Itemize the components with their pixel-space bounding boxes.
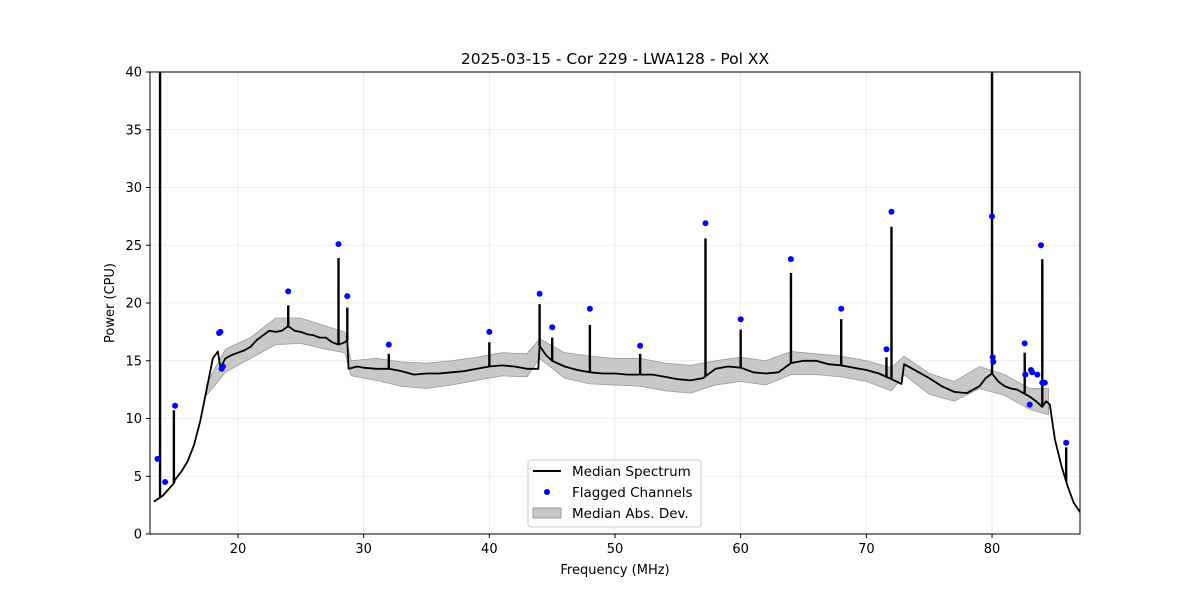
y-tick-label: 25 — [125, 239, 142, 254]
flagged-channel-point — [1038, 242, 1044, 249]
x-axis-title: Frequency (MHz) — [560, 563, 669, 578]
x-tick-label: 70 — [858, 542, 875, 557]
legend-label-median: Median Spectrum — [572, 464, 691, 480]
y-tick-label: 30 — [125, 181, 142, 196]
y-tick-label: 5 — [134, 470, 142, 485]
flagged-channel-point — [219, 363, 226, 370]
flagged-channel-point — [486, 328, 493, 335]
legend-label-mad: Median Abs. Dev. — [572, 506, 689, 522]
chart-title: 2025-03-15 - Cor 229 - LWA128 - Pol XX — [461, 50, 770, 68]
flagged-channel-point — [1041, 379, 1048, 386]
flagged-channel-point — [990, 358, 997, 365]
plot-content — [153, 72, 1080, 513]
flagged-channel-point — [172, 402, 179, 409]
flagged-channel-point — [549, 324, 556, 331]
flagged-channel-point — [989, 213, 995, 220]
axis-ticks: 20 30 40 50 60 70 80 0 5 10 15 20 25 30 35 40 — [125, 66, 1000, 558]
flagged-channel-point — [702, 220, 709, 227]
y-tick-label: 40 — [125, 66, 142, 81]
flagged-channel-point — [586, 305, 593, 312]
flagged-channel-point — [1026, 401, 1033, 408]
plot-area — [153, 72, 1080, 513]
flagged-channel-point — [154, 455, 161, 462]
x-tick-label: 50 — [607, 542, 624, 557]
y-tick-label: 20 — [125, 297, 142, 312]
y-tick-label: 0 — [134, 528, 142, 543]
y-axis-title: Power (CPU) — [103, 263, 118, 343]
flagged-channel-point — [217, 328, 224, 335]
x-tick-label: 20 — [230, 542, 247, 557]
flagged-channel-point — [1029, 369, 1036, 376]
flagged-channel-point — [1063, 439, 1070, 446]
x-tick-label: 60 — [732, 542, 749, 557]
flagged-channel-point — [989, 354, 996, 361]
x-tick-label: 40 — [481, 542, 498, 557]
flagged-channel-point — [385, 341, 392, 348]
flagged-channel-point — [1021, 340, 1028, 347]
legend-band-swatch — [532, 507, 562, 519]
flagged-channel-point — [1034, 371, 1041, 378]
x-tick-label: 80 — [984, 542, 1001, 557]
legend-label-flagged: Flagged Channels — [572, 485, 693, 501]
y-tick-label: 35 — [125, 123, 142, 138]
median-spectrum-line — [153, 325, 1080, 513]
flagged-channel-point — [335, 241, 342, 248]
y-tick-label: 15 — [125, 354, 142, 369]
flagged-channel-point — [787, 256, 794, 263]
legend: Median Spectrum Flagged Channels Median … — [527, 459, 702, 528]
flagged-channel-point — [162, 479, 169, 485]
flagged-channel-point — [838, 305, 845, 312]
legend-dot-swatch — [544, 489, 550, 495]
flagged-channel-point — [637, 342, 644, 349]
flagged-channel-point — [285, 288, 292, 295]
grid — [150, 71, 1080, 535]
flagged-channel-point — [344, 293, 351, 300]
x-tick-label: 30 — [355, 542, 372, 557]
flagged-channel-point — [888, 208, 895, 215]
flagged-channel-point — [536, 290, 543, 297]
mad-band — [206, 317, 1049, 416]
legend-box — [527, 459, 702, 528]
flagged-channel-point — [1022, 371, 1029, 378]
flagged-channel-point — [737, 316, 744, 323]
flagged-channel-point — [883, 346, 890, 353]
y-tick-label: 10 — [125, 412, 142, 427]
